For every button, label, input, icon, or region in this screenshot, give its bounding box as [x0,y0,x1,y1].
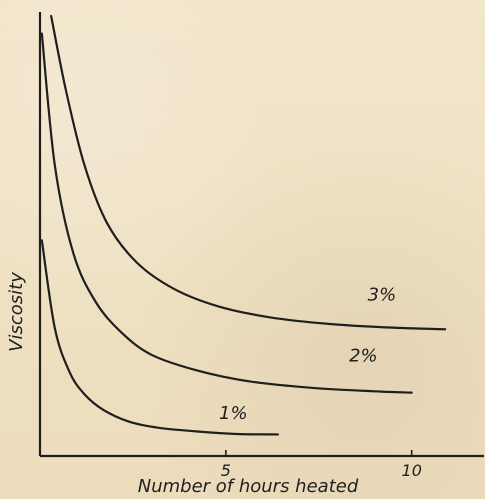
series-label-1: 1% [219,403,248,424]
x-axis-label: Number of hours heated [138,476,359,497]
axes [38,12,484,458]
series-curve-3 [50,14,447,331]
x-tick-label-5: 5 [221,461,231,480]
y-axis-label: Viscosity [6,272,27,352]
series-label-3: 3% [368,285,397,306]
series-label-2: 2% [349,345,378,366]
series-curve-1 [40,239,279,436]
series-curves [40,14,447,436]
x-tick-label-10: 10 [402,461,422,480]
labels: 5 10 Number of hours heated Viscosity 1%… [6,272,422,497]
series-curve-2 [40,32,413,394]
